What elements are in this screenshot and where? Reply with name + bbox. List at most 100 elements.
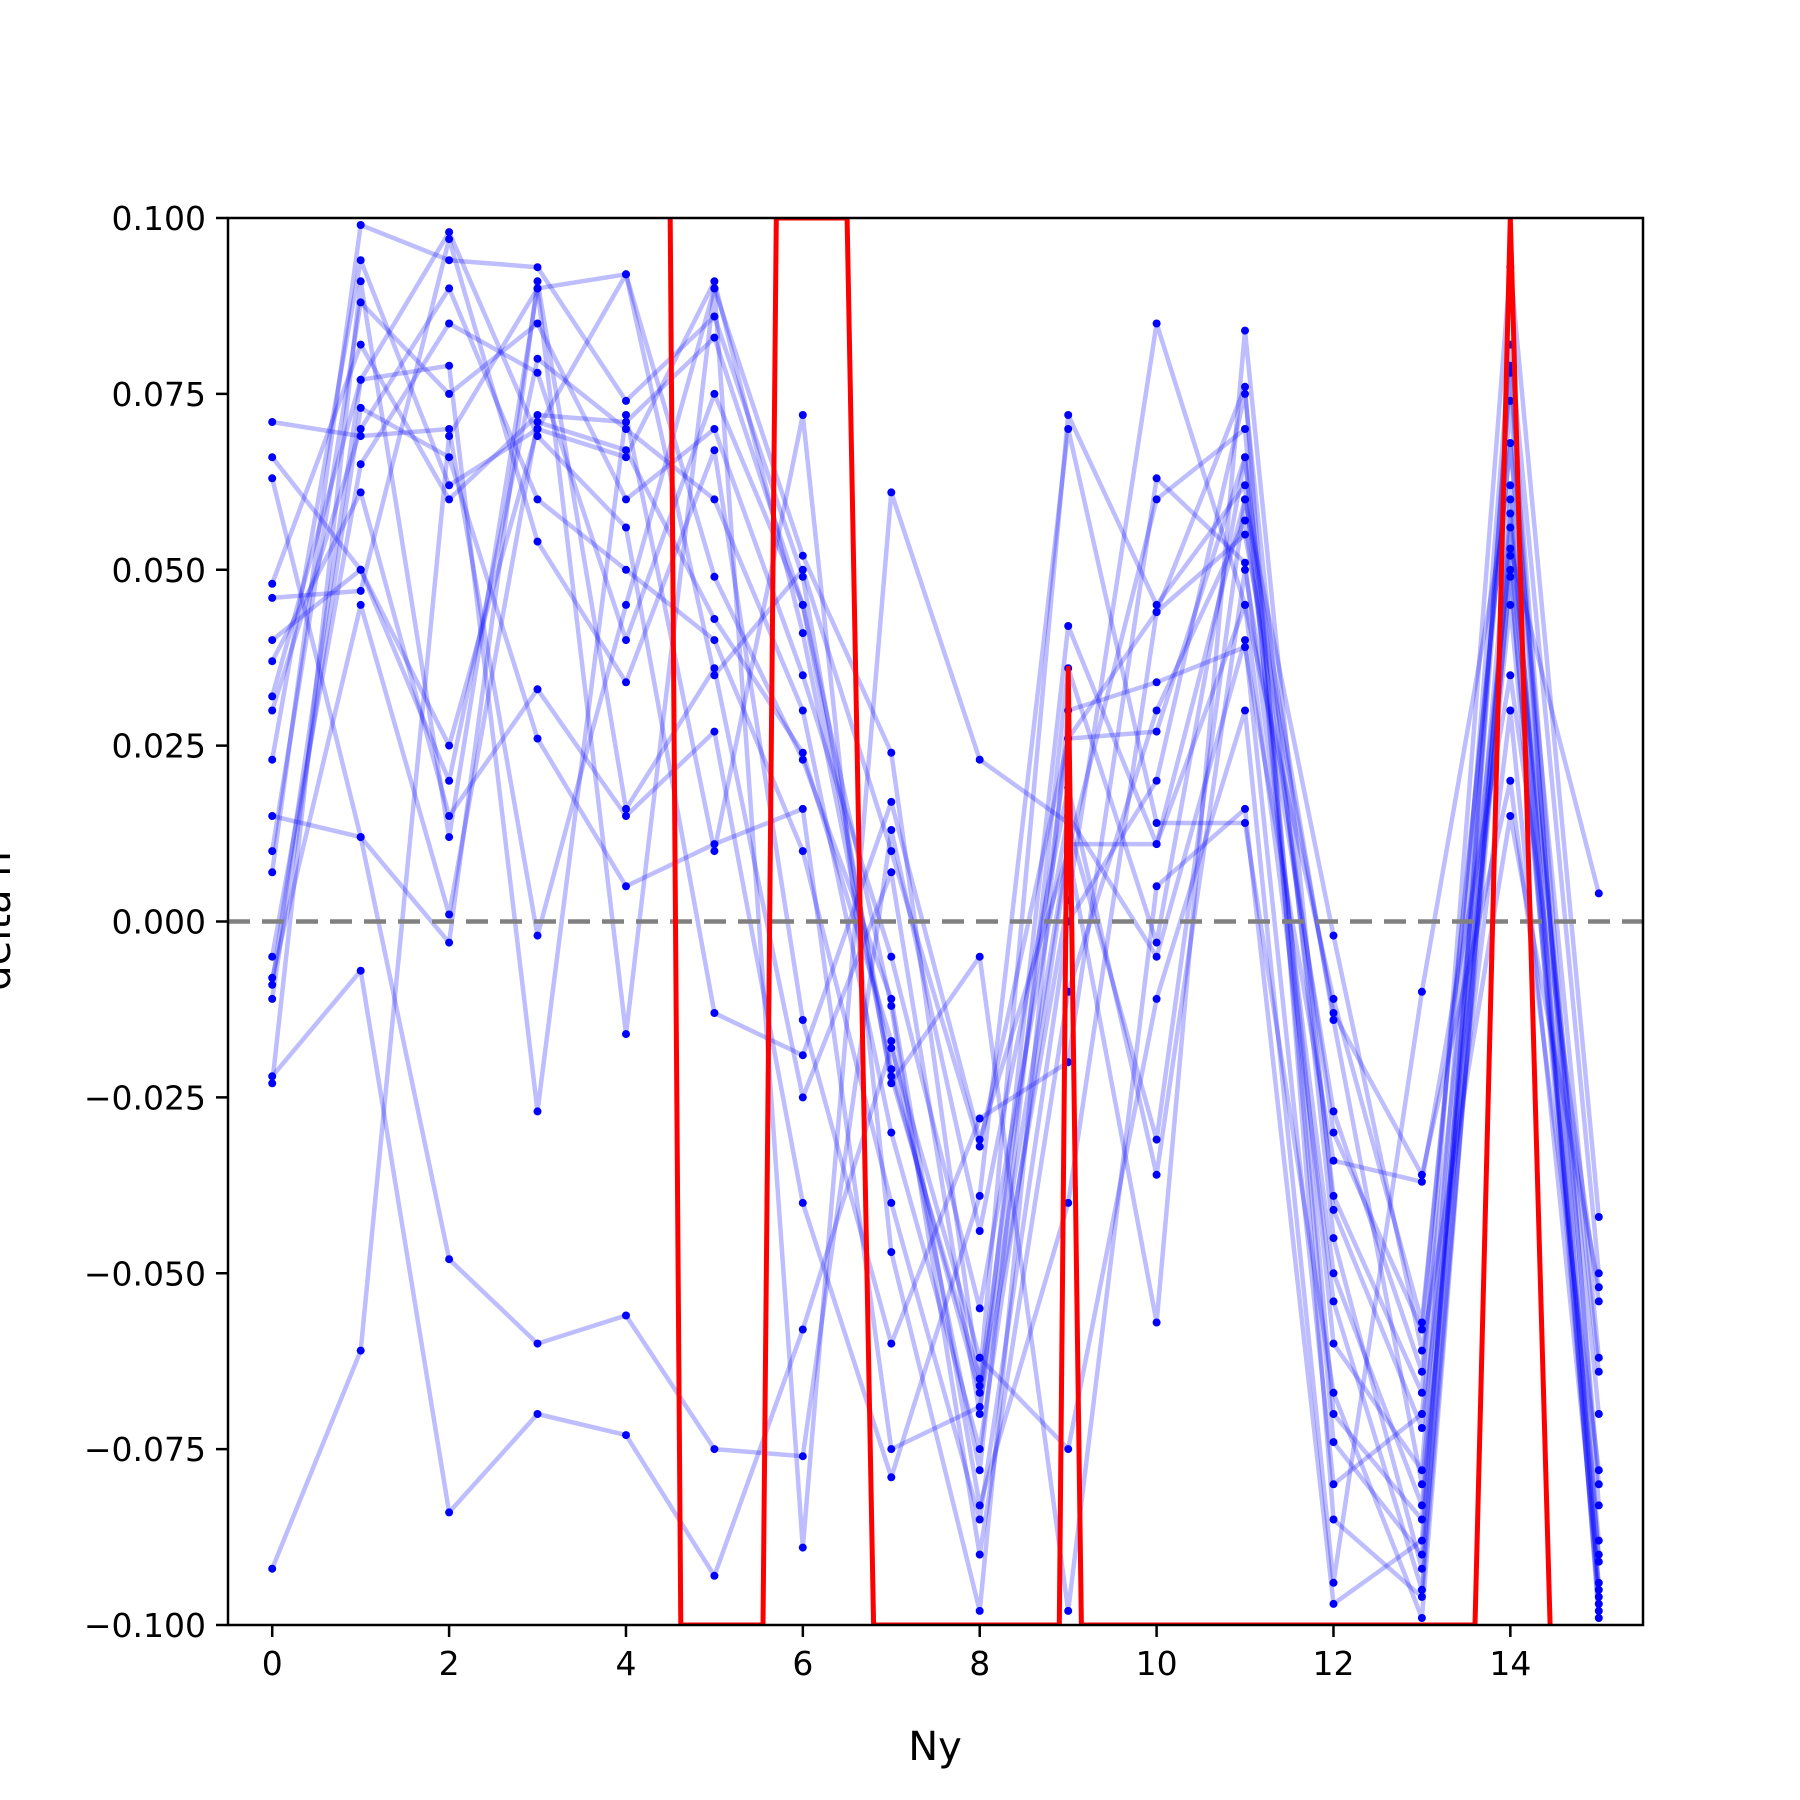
trace-point xyxy=(533,1339,542,1348)
trace-point xyxy=(1594,1578,1603,1587)
x-axis: 0 2 4 6 8 10 12 14 xyxy=(262,1625,1531,1683)
trace-point xyxy=(710,727,719,736)
trace-point xyxy=(1152,938,1161,947)
trace-point xyxy=(1417,1536,1426,1545)
trace-point xyxy=(445,1508,454,1517)
trace-point xyxy=(1417,1170,1426,1179)
trace-point xyxy=(887,797,896,806)
trace-point xyxy=(356,833,365,842)
trace-point xyxy=(1329,1205,1338,1214)
trace-point xyxy=(445,1255,454,1264)
trace-point xyxy=(1594,889,1603,898)
trace-point xyxy=(1329,1297,1338,1306)
trace-point xyxy=(622,600,630,609)
trace-point xyxy=(710,1571,719,1580)
trace-point xyxy=(356,460,365,469)
trace-point xyxy=(622,678,630,687)
trace-point xyxy=(1506,572,1515,581)
trace-point xyxy=(268,980,277,989)
trace-point xyxy=(1241,600,1249,609)
trace-point xyxy=(975,1191,984,1200)
trace-point xyxy=(1594,1410,1603,1418)
trace-point xyxy=(1152,819,1161,827)
y-axis: 0.100 0.075 0.050 0.025 0.000 −0.025 −0.050 −0.… xyxy=(84,199,228,1645)
trace-point xyxy=(445,256,454,265)
trace-point xyxy=(533,1410,542,1418)
trace-point xyxy=(887,1044,896,1053)
trace-point xyxy=(1152,706,1161,715)
trace-point xyxy=(356,221,365,229)
trace-point xyxy=(798,671,807,680)
trace-point xyxy=(887,1065,896,1074)
highlight-series xyxy=(667,218,1553,1625)
trace-point xyxy=(1241,804,1249,813)
trace-point xyxy=(1417,1585,1426,1594)
trace-point xyxy=(356,600,365,609)
trace-point xyxy=(1241,819,1249,827)
y-tick-label: −0.050 xyxy=(84,1254,206,1293)
trace-point xyxy=(533,537,542,546)
trace-point xyxy=(1506,396,1515,405)
trace-point xyxy=(533,425,542,433)
trace-point xyxy=(622,812,630,820)
trace-point xyxy=(975,1402,984,1411)
trace-point xyxy=(798,1452,807,1461)
trace-point xyxy=(975,1353,984,1362)
trace-point xyxy=(445,284,454,293)
y-tick-label: 0.025 xyxy=(112,727,206,766)
trace-point xyxy=(1152,474,1161,483)
trace-point xyxy=(887,488,896,497)
trace-point xyxy=(1594,1353,1603,1362)
trace-point xyxy=(268,1079,277,1088)
trace-point xyxy=(356,340,365,349)
trace-point xyxy=(1417,1367,1426,1376)
trace-line-0 xyxy=(271,286,1602,1598)
trace-point xyxy=(622,1030,630,1039)
trace-point xyxy=(887,1128,896,1137)
trace-point xyxy=(798,1051,807,1060)
trace-point xyxy=(710,572,719,581)
y-tick-label: −0.025 xyxy=(84,1078,206,1117)
trace-point xyxy=(268,579,277,588)
x-tick-label: 12 xyxy=(1312,1644,1354,1683)
trace-point xyxy=(887,847,896,856)
trace-point xyxy=(1594,1550,1603,1559)
trace-point xyxy=(1417,1388,1426,1397)
trace-point xyxy=(975,1381,984,1390)
trace-point xyxy=(622,882,630,891)
trace-line-16 xyxy=(270,356,1602,1590)
y-tick-label: 0.000 xyxy=(112,903,206,942)
trace-point xyxy=(887,868,896,877)
trace-point xyxy=(975,1410,984,1418)
trace-point xyxy=(622,411,630,419)
trace-point xyxy=(710,312,719,321)
trace-point xyxy=(1506,509,1515,518)
trace-point xyxy=(356,298,365,307)
trace-point xyxy=(445,453,454,462)
y-tick-label: −0.100 xyxy=(84,1606,206,1645)
trace-point xyxy=(445,910,454,919)
trace-point xyxy=(887,994,896,1003)
trace-point xyxy=(445,425,454,433)
trace-point xyxy=(887,952,896,961)
trace-point xyxy=(268,755,277,764)
trace-point xyxy=(1594,1297,1603,1306)
trace-point xyxy=(1152,952,1161,961)
trace-point xyxy=(1417,1515,1426,1524)
trace-point xyxy=(622,1431,630,1440)
trace-point xyxy=(1064,411,1073,419)
trace-point xyxy=(1241,643,1249,652)
trace-point xyxy=(1506,706,1515,715)
trace-point xyxy=(1064,1198,1073,1207)
trace-point xyxy=(798,706,807,715)
trace-point xyxy=(445,432,454,441)
trace-point xyxy=(622,1311,630,1320)
trace-point xyxy=(1594,1606,1603,1615)
trace-point xyxy=(710,495,719,504)
trace-point xyxy=(356,256,365,265)
x-tick-label: 8 xyxy=(969,1644,990,1683)
trace-point xyxy=(622,270,630,279)
trace-point xyxy=(1594,1213,1603,1221)
trace-point xyxy=(356,432,365,441)
y-tick-label: 0.050 xyxy=(112,551,206,590)
